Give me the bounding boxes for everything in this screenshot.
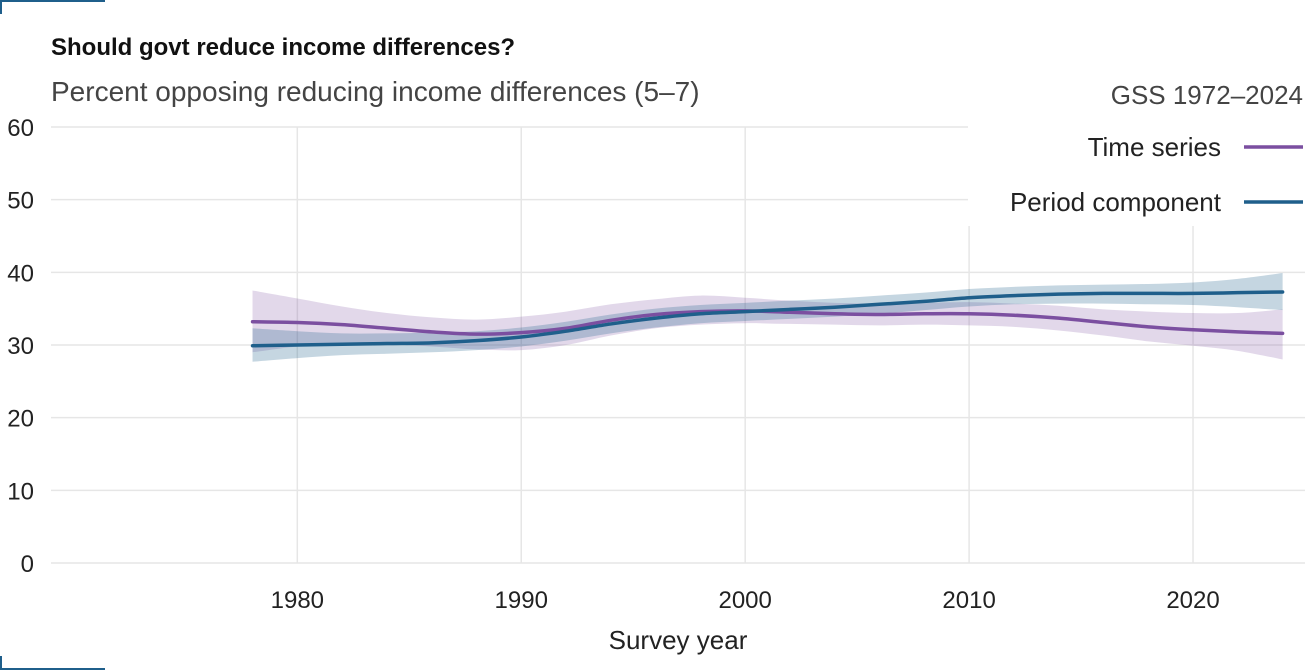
x-tick-label-2010: 2010 — [942, 587, 995, 614]
x-tick-label-1990: 1990 — [495, 587, 548, 614]
period-component-line — [250, 290, 1285, 348]
legend-label-time-series: Time series — [1088, 132, 1221, 162]
x-axis-title: Survey year — [609, 625, 748, 655]
chart-subtitle: Percent opposing reducing income differe… — [51, 76, 700, 107]
legend-title: GSS 1972–2024 — [1111, 80, 1303, 110]
y-tick-label-0: 0 — [21, 551, 34, 578]
confidence-bands — [252, 273, 1283, 362]
y-tick-label-60: 60 — [7, 115, 34, 142]
frame-corner-bottom-side — [0, 656, 2, 670]
x-tick-label-2000: 2000 — [718, 587, 771, 614]
time-series-confidence-band — [252, 290, 1283, 360]
x-axis-ticks: 1980 1990 2000 2010 2020 — [271, 587, 1220, 614]
series-lines — [250, 290, 1285, 348]
frame-corner-top — [0, 0, 105, 2]
y-tick-label-20: 20 — [7, 406, 34, 433]
y-tick-label-30: 30 — [7, 333, 34, 360]
legend: GSS 1972–2024 Time series Period componen… — [968, 70, 1305, 226]
frame-corner-bottom — [0, 668, 105, 670]
y-axis-ticks: 0 10 20 30 40 50 60 — [7, 115, 34, 578]
chart-title: Should govt reduce income differences? — [51, 34, 516, 61]
frame-corner-top-side — [0, 0, 2, 14]
x-tick-label-2020: 2020 — [1166, 587, 1219, 614]
y-tick-label-40: 40 — [7, 260, 34, 287]
legend-label-period-component: Period component — [1010, 187, 1222, 217]
x-tick-label-1980: 1980 — [271, 587, 324, 614]
y-tick-label-10: 10 — [7, 478, 34, 505]
y-tick-label-50: 50 — [7, 188, 34, 215]
